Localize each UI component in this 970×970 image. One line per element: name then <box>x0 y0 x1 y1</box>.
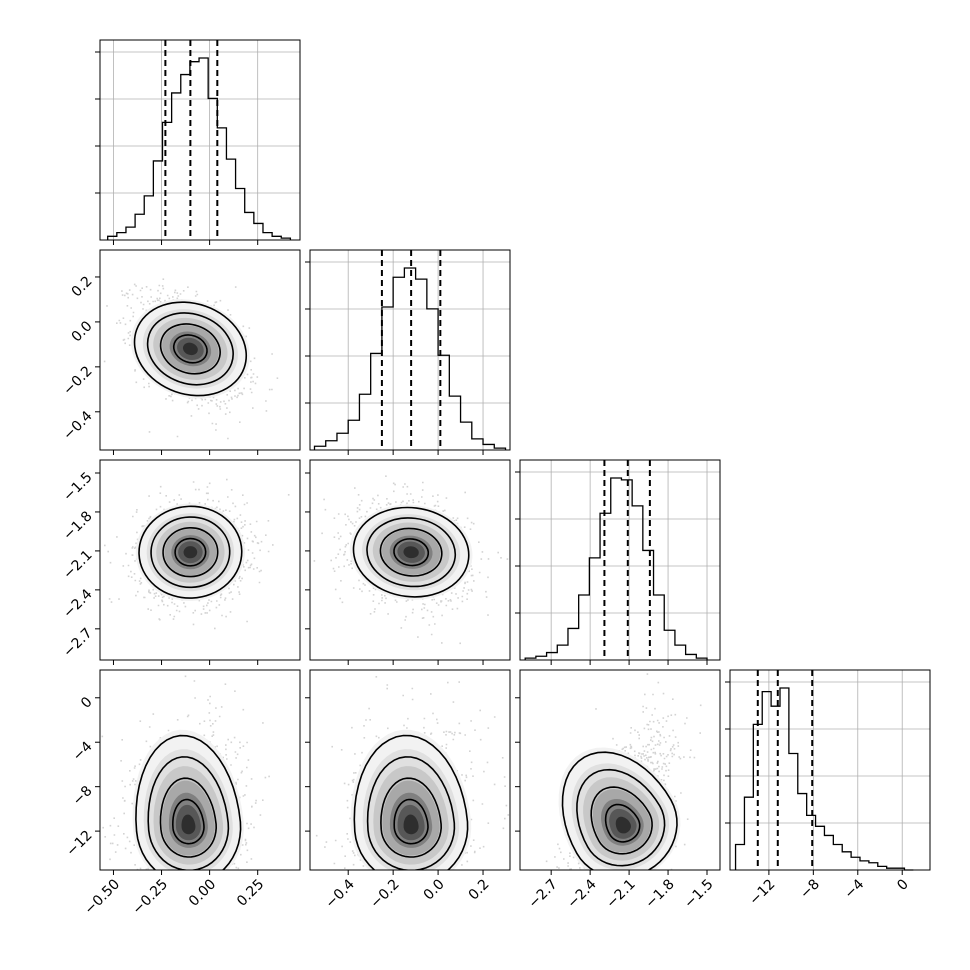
y-tick-label-1-1: −0.2 <box>60 363 95 398</box>
x-tick-label-1-2: 0.0 <box>421 876 448 903</box>
axes-frame-3-1 <box>309 669 511 871</box>
contour-3-2-2 <box>576 768 666 867</box>
histogram-3 <box>725 669 931 875</box>
axes-frame-3-0 <box>99 669 301 871</box>
x-tick-label-0-0: −0.50 <box>81 876 123 918</box>
histogram-step-3 <box>734 687 914 871</box>
x-tick-label-0-2: 0.00 <box>186 876 219 909</box>
contour-3-0-0 <box>171 798 205 845</box>
contour-2-1-0 <box>393 538 430 567</box>
x-tick-label-0-1: −0.25 <box>130 876 172 918</box>
y-tick-label-2-1: −2.4 <box>60 586 95 621</box>
axes-frame-3-2 <box>519 669 721 871</box>
y-tick-label-2-0: −2.7 <box>60 625 95 660</box>
contour-3-1-0 <box>393 798 429 845</box>
y-tick-label-1-0: −0.4 <box>60 408 95 443</box>
density-fill-2-1-6 <box>403 546 419 559</box>
y-tick-label-2-4: −1.5 <box>60 469 95 504</box>
contour-3-2-1 <box>590 786 653 855</box>
histogram-step-0 <box>107 57 292 240</box>
density-panel-2-0 <box>104 478 290 630</box>
x-tick-label-2-1: −2.4 <box>564 876 599 911</box>
contour-2-1-2 <box>366 517 457 588</box>
density-fill-1-0-6 <box>182 342 198 356</box>
x-tick-label-2-3: −1.8 <box>642 876 677 911</box>
x-tick-label-3-0: −12 <box>746 876 778 908</box>
y-tick-label-2-3: −1.8 <box>60 508 95 543</box>
contour-2-1-3 <box>352 506 470 598</box>
histogram-step-2 <box>524 477 708 660</box>
x-tick-label-3-1: −8 <box>797 876 823 902</box>
contour-3-0-3 <box>135 734 242 870</box>
x-tick-label-3-2: −4 <box>842 876 868 902</box>
histogram-step-1 <box>313 267 507 450</box>
density-fill-3-2-6 <box>615 816 631 834</box>
density-panel-1-0 <box>103 278 279 440</box>
density-fill-3-1-6 <box>403 814 419 835</box>
density-fill-2-0-6 <box>183 546 198 559</box>
x-tick-label-2-2: −2.1 <box>603 876 638 911</box>
x-tick-label-1-0: −0.4 <box>323 876 358 911</box>
contour-2-0-0 <box>174 537 207 567</box>
density-panel-3-1 <box>315 676 510 870</box>
density-panel-3-0 <box>101 675 270 870</box>
y-tick-label-3-3: 0 <box>78 694 96 712</box>
x-tick-label-1-3: 0.2 <box>466 876 493 903</box>
contour-3-2-0 <box>604 803 641 843</box>
axes-frame-diag-1 <box>309 249 511 451</box>
contour-1-0-2 <box>146 312 234 386</box>
axes-frame-diag-0 <box>99 39 301 241</box>
contour-3-1-2 <box>366 756 456 870</box>
contour-2-0-3 <box>138 505 243 599</box>
contour-2-0-2 <box>150 516 231 589</box>
axes-frame-diag-3 <box>729 669 931 871</box>
axes-frame-1-0 <box>99 249 301 451</box>
contour-2-1-1 <box>379 527 443 577</box>
contour-2-0-1 <box>162 527 219 578</box>
y-tick-label-3-1: −8 <box>70 783 96 809</box>
contour-3-1-1 <box>380 777 443 858</box>
x-tick-label-3-3: 0 <box>894 876 912 894</box>
axes-frame-2-0 <box>99 459 301 661</box>
x-tick-label-2-4: −1.5 <box>681 876 716 911</box>
axes-frame-2-1 <box>309 459 511 661</box>
contour-1-0-0 <box>172 334 208 364</box>
contour-1-0-3 <box>133 301 248 397</box>
y-tick-label-2-2: −2.1 <box>60 547 95 582</box>
histogram-1 <box>305 249 511 455</box>
y-tick-label-3-0: −12 <box>63 827 95 859</box>
contour-3-2-3 <box>561 751 678 870</box>
x-tick-label-0-3: 0.25 <box>234 876 267 909</box>
histogram-0 <box>95 39 301 245</box>
x-tick-label-1-1: −0.2 <box>367 876 402 911</box>
histogram-2 <box>515 459 721 665</box>
contour-3-1-3 <box>353 734 469 870</box>
y-tick-label-1-3: 0.2 <box>69 273 96 300</box>
density-panel-2-1 <box>313 475 509 645</box>
y-tick-label-3-2: −4 <box>70 739 96 765</box>
contour-1-0-1 <box>159 323 221 375</box>
density-fill-3-0-6 <box>181 814 196 835</box>
y-tick-label-1-2: 0.0 <box>69 318 96 345</box>
contour-3-0-2 <box>147 756 230 870</box>
contour-3-0-1 <box>159 777 218 858</box>
x-tick-label-2-0: −2.7 <box>525 876 560 911</box>
density-panel-3-2 <box>545 673 702 870</box>
axes-frame-diag-2 <box>519 459 721 661</box>
